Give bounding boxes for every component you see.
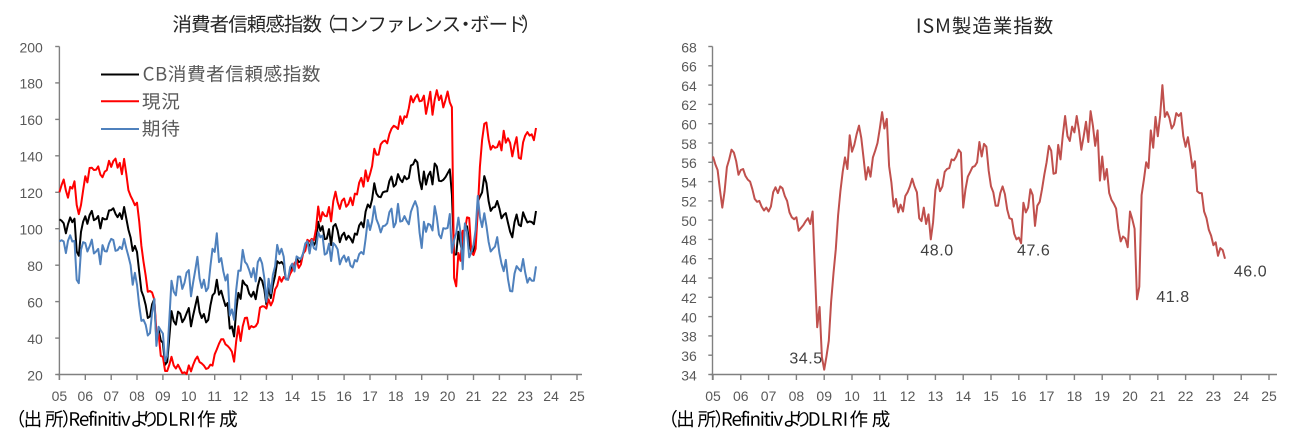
svg-text:48.0: 48.0	[920, 242, 953, 259]
svg-text:46: 46	[681, 252, 697, 268]
svg-text:44: 44	[681, 271, 697, 287]
svg-text:19: 19	[414, 388, 430, 404]
svg-text:13: 13	[928, 388, 944, 404]
svg-text:13: 13	[259, 388, 275, 404]
svg-text:36: 36	[681, 348, 697, 364]
svg-text:41.8: 41.8	[1156, 289, 1189, 306]
svg-text:20: 20	[1122, 388, 1138, 404]
svg-text:06: 06	[733, 388, 749, 404]
svg-text:19: 19	[1094, 388, 1110, 404]
svg-text:25: 25	[1261, 388, 1277, 404]
svg-text:21: 21	[466, 388, 482, 404]
svg-text:140: 140	[19, 149, 43, 165]
svg-text:21: 21	[1150, 388, 1166, 404]
svg-text:15: 15	[310, 388, 326, 404]
svg-text:40: 40	[681, 309, 697, 325]
svg-text:54: 54	[681, 174, 697, 190]
svg-text:80: 80	[27, 258, 43, 274]
svg-text:20: 20	[27, 367, 43, 383]
svg-text:40: 40	[27, 331, 43, 347]
svg-text:09: 09	[816, 388, 832, 404]
svg-text:16: 16	[336, 388, 352, 404]
svg-text:18: 18	[1067, 388, 1083, 404]
svg-text:24: 24	[543, 388, 559, 404]
svg-text:100: 100	[19, 222, 43, 238]
svg-text:58: 58	[681, 136, 697, 152]
svg-text:20: 20	[440, 388, 456, 404]
svg-text:23: 23	[517, 388, 533, 404]
svg-text:120: 120	[19, 185, 43, 201]
svg-text:60: 60	[27, 294, 43, 310]
svg-text:62: 62	[681, 97, 697, 113]
svg-text:22: 22	[1178, 388, 1194, 404]
svg-text:48: 48	[681, 232, 697, 248]
svg-text:06: 06	[78, 388, 94, 404]
svg-text:23: 23	[1206, 388, 1222, 404]
svg-text:11: 11	[873, 388, 888, 404]
svg-text:07: 07	[103, 388, 119, 404]
svg-text:34.5: 34.5	[789, 351, 822, 368]
svg-text:47.6: 47.6	[1017, 242, 1050, 259]
svg-text:11: 11	[207, 388, 222, 404]
svg-text:160: 160	[19, 112, 43, 128]
svg-text:25: 25	[569, 388, 585, 404]
svg-text:05: 05	[52, 388, 68, 404]
svg-text:64: 64	[681, 78, 697, 94]
svg-text:34: 34	[681, 367, 697, 383]
svg-text:17: 17	[1039, 388, 1055, 404]
svg-text:12: 12	[233, 388, 249, 404]
svg-text:56: 56	[681, 155, 697, 171]
svg-text:38: 38	[681, 329, 697, 345]
svg-text:52: 52	[681, 194, 697, 210]
svg-text:46.0: 46.0	[1234, 263, 1267, 280]
svg-text:22: 22	[492, 388, 508, 404]
svg-text:14: 14	[285, 388, 301, 404]
svg-text:12: 12	[900, 388, 916, 404]
svg-text:07: 07	[761, 388, 777, 404]
svg-text:68: 68	[681, 39, 697, 55]
svg-text:66: 66	[681, 59, 697, 75]
svg-text:08: 08	[789, 388, 805, 404]
svg-text:180: 180	[19, 76, 43, 92]
svg-text:18: 18	[388, 388, 404, 404]
svg-text:08: 08	[129, 388, 145, 404]
svg-text:16: 16	[1011, 388, 1027, 404]
svg-text:14: 14	[955, 388, 971, 404]
svg-text:60: 60	[681, 117, 697, 133]
svg-text:17: 17	[362, 388, 378, 404]
svg-text:09: 09	[155, 388, 171, 404]
svg-text:200: 200	[19, 39, 43, 55]
svg-text:42: 42	[681, 290, 697, 306]
svg-text:50: 50	[681, 213, 697, 229]
svg-text:05: 05	[705, 388, 721, 404]
svg-text:10: 10	[181, 388, 197, 404]
svg-text:24: 24	[1233, 388, 1249, 404]
svg-text:10: 10	[844, 388, 860, 404]
svg-text:15: 15	[983, 388, 999, 404]
